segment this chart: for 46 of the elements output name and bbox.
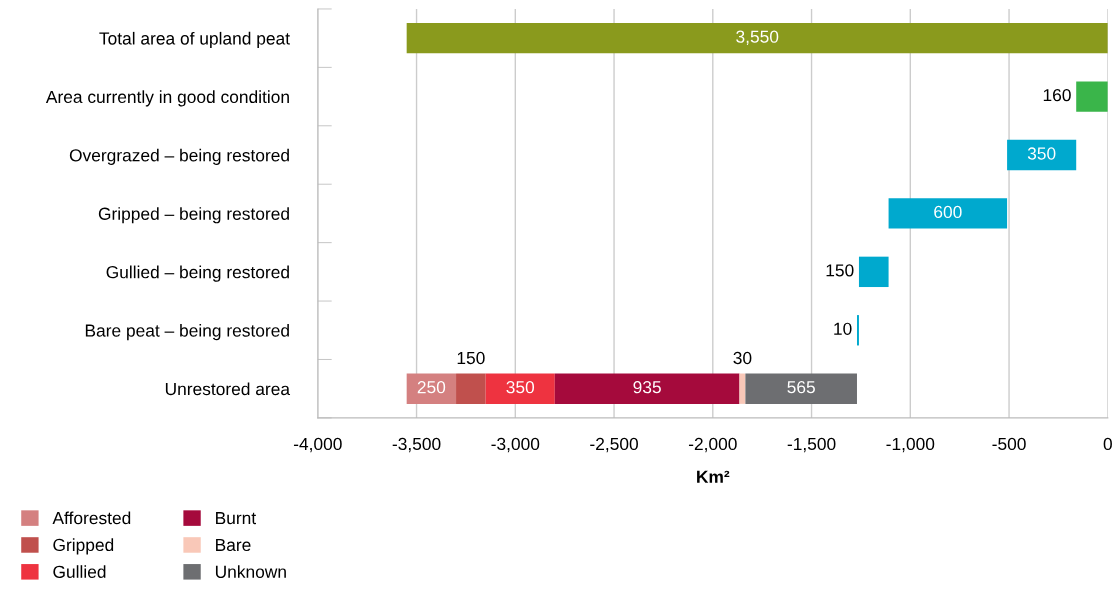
x-axis-title: Km² — [697, 470, 730, 483]
x-tick-label: -1,000 — [886, 437, 935, 453]
data-label: 150 — [457, 351, 485, 365]
x-tick-label: 0 — [1103, 437, 1112, 451]
bar — [406, 373, 457, 404]
x-tick-label: -1,500 — [787, 437, 836, 453]
x-tick-label: -2,500 — [590, 437, 638, 453]
bar — [888, 198, 1008, 229]
y-tick-label: Gullied – being restored — [106, 265, 289, 282]
legend-label: Unknown — [215, 565, 286, 578]
bar — [485, 373, 555, 404]
y-tick-label: Gripped – being restored — [98, 207, 289, 224]
y-tick-label: Bare peat – being restored — [85, 323, 289, 341]
y-tick-label: Area currently in good condition — [45, 90, 289, 107]
data-label: 600 — [934, 205, 962, 219]
data-label: 250 — [417, 381, 446, 394]
y-tick-label: Unrestored area — [165, 382, 291, 396]
data-label: 10 — [834, 322, 852, 335]
bar — [745, 373, 857, 404]
data-label: 350 — [1027, 147, 1056, 160]
data-label: 3,550 — [736, 30, 779, 45]
bar — [858, 256, 889, 288]
legend-label: Afforested — [52, 511, 131, 525]
data-label: 160 — [1043, 88, 1071, 102]
x-tick-label: -4,000 — [293, 437, 342, 453]
bar — [1076, 81, 1108, 112]
bar — [1007, 139, 1077, 171]
data-label: 150 — [826, 264, 854, 277]
legend-label: Burnt — [216, 512, 256, 525]
bar — [739, 373, 746, 404]
x-tick-label: -500 — [992, 437, 1026, 451]
legend-label: Gullied — [53, 565, 106, 578]
data-label: 350 — [506, 381, 535, 394]
bar — [456, 373, 486, 404]
legend-label: Bare — [216, 538, 251, 552]
y-tick-label: Overgrazed – being restored — [69, 148, 289, 165]
x-tick-label: -3,500 — [392, 437, 441, 453]
bar — [406, 22, 1108, 54]
legend-label: Gripped — [53, 538, 114, 555]
data-label: 565 — [787, 381, 815, 394]
y-tick-label: Total area of upland peat — [99, 31, 290, 49]
data-label: 935 — [633, 381, 661, 394]
x-tick-label: -3,000 — [491, 437, 540, 453]
data-label: 30 — [733, 351, 752, 365]
x-tick-label: -2,000 — [688, 437, 737, 453]
bar — [554, 373, 740, 404]
